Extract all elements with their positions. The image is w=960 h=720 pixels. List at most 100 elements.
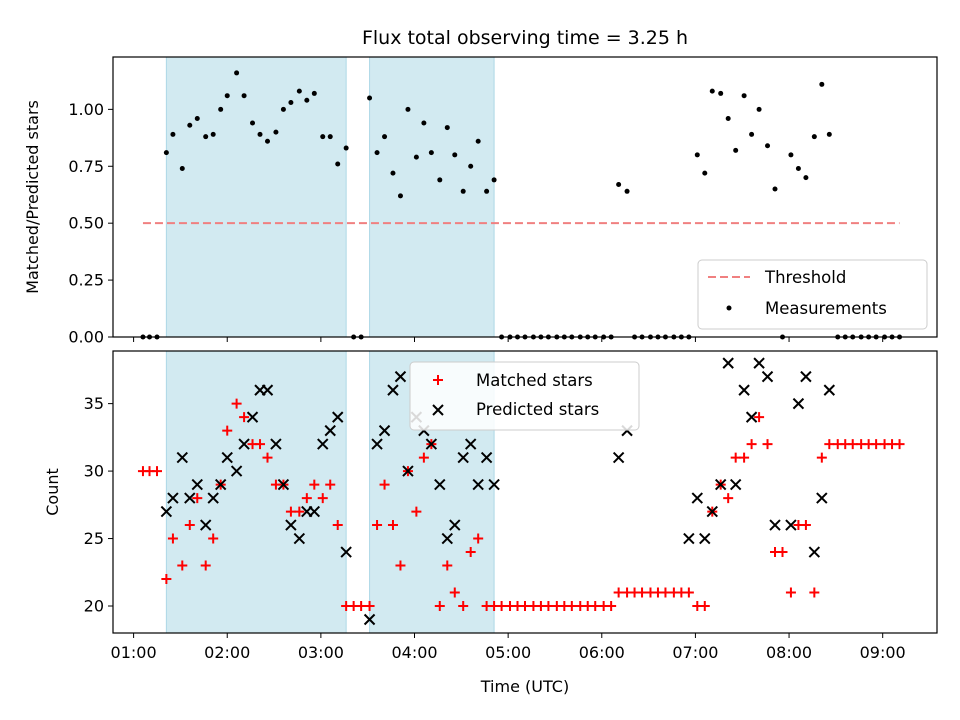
- measurement-point: [203, 134, 209, 140]
- measurement-point: [756, 106, 762, 112]
- predicted-star-point: [714, 478, 727, 491]
- top-legend: Threshold Measurements: [697, 259, 928, 330]
- measurement-point: [835, 334, 841, 340]
- predicted-star-point: [167, 492, 179, 504]
- matched-star-point: [777, 547, 788, 558]
- matched-star-point: [543, 601, 554, 612]
- measurement-point: [163, 150, 169, 156]
- predicted-star-point: [285, 519, 297, 531]
- measurement-point: [280, 106, 286, 112]
- predicted-star-point: [612, 451, 625, 464]
- predicted-star-point: [691, 492, 703, 504]
- predicted-star-point: [800, 370, 812, 383]
- matched-star-point: [785, 587, 796, 598]
- matched-star-point: [762, 439, 773, 450]
- predicted-star-point: [270, 438, 282, 450]
- measurement-point: [772, 186, 778, 192]
- measurement-point: [147, 334, 153, 340]
- measurement-point: [545, 334, 551, 340]
- measurement-point: [218, 106, 224, 112]
- legend-predicted-swatch: [432, 404, 444, 416]
- measurement-point: [187, 122, 193, 128]
- predicted-star-point: [317, 438, 329, 450]
- predicted-star-point: [488, 478, 500, 491]
- predicted-star-point: [378, 424, 391, 437]
- predicted-star-point: [277, 478, 290, 491]
- top-legend-box: [697, 259, 928, 330]
- predicted-star-point: [221, 451, 233, 464]
- matched-star-point: [161, 574, 172, 585]
- bottom-legend: Matched stars Predicted stars: [409, 361, 640, 431]
- x-tick-label: 04:00: [391, 643, 437, 662]
- measurement-point: [452, 152, 458, 158]
- predicted-star-point: [332, 411, 344, 423]
- predicted-star-point: [261, 384, 274, 396]
- legend-matched-label: Matched stars: [476, 371, 593, 390]
- axes-frame: [112, 350, 938, 634]
- x-tick-label: 06:00: [579, 643, 625, 662]
- measurement-point: [397, 193, 403, 199]
- measurement-point: [530, 334, 536, 340]
- matched-star-point: [309, 479, 320, 490]
- measurement-point: [234, 70, 240, 76]
- bottom-star-points: [137, 357, 905, 626]
- measurement-point: [421, 120, 427, 126]
- predicted-star-point: [184, 492, 196, 504]
- measurement-point: [795, 166, 801, 172]
- measurement-point: [858, 334, 864, 340]
- measurement-point: [882, 334, 888, 340]
- measurement-point: [788, 152, 794, 158]
- matched-star-point: [800, 520, 811, 531]
- y-tick-label: 25: [84, 529, 104, 548]
- measurement-point: [873, 334, 879, 340]
- predicted-star-point: [371, 438, 383, 450]
- predicted-star-point: [387, 384, 399, 396]
- matched-star-point: [177, 560, 188, 571]
- predicted-star-point: [464, 438, 477, 450]
- predicted-star-point: [176, 451, 188, 464]
- matched-star-point: [434, 601, 445, 612]
- measurement-point: [358, 334, 364, 340]
- measurement-point: [179, 166, 185, 172]
- measurement-point: [405, 106, 411, 112]
- matched-star-point: [699, 601, 710, 612]
- matched-star-point: [816, 452, 827, 463]
- matched-star-point: [613, 587, 624, 598]
- measurement-point: [374, 150, 380, 156]
- measurement-point: [632, 334, 638, 340]
- predicted-star-point: [722, 357, 734, 369]
- y-tick-label: 0.50: [68, 214, 104, 233]
- measurement-point: [257, 131, 263, 137]
- measurement-point: [444, 125, 450, 131]
- measurement-point: [460, 188, 466, 194]
- measurement-point: [780, 334, 785, 340]
- measurement-point: [639, 334, 645, 340]
- measurement-point: [842, 334, 848, 340]
- predicted-star-point: [293, 532, 306, 545]
- y-tick-label: 30: [84, 462, 104, 481]
- matched-star-point: [520, 601, 530, 612]
- predicted-star-point: [394, 370, 407, 383]
- matched-star-point: [208, 533, 219, 544]
- predicted-star-point: [472, 478, 484, 491]
- chart-title: Flux total observing time = 3.25 h: [362, 27, 688, 49]
- matched-star-point: [317, 493, 328, 504]
- predicted-star-point: [808, 546, 821, 558]
- matched-star-point: [332, 520, 343, 531]
- matched-star-point: [824, 439, 835, 450]
- bottom-legend-box: [409, 361, 640, 431]
- measurement-point: [507, 334, 513, 340]
- predicted-star-point: [324, 424, 336, 437]
- matched-star-point: [325, 479, 336, 490]
- matched-star-point: [356, 601, 367, 612]
- predicted-star-point: [745, 411, 758, 423]
- predicted-star-point: [402, 465, 414, 477]
- predicted-star-point: [434, 478, 446, 491]
- predicted-star-point: [816, 492, 828, 504]
- legend-measurement-label: Measurements: [765, 299, 887, 318]
- measurement-point: [554, 334, 560, 340]
- measurement-point: [367, 95, 373, 101]
- top-measurement-points: [140, 70, 903, 340]
- top-shaded-regions: [165, 56, 495, 338]
